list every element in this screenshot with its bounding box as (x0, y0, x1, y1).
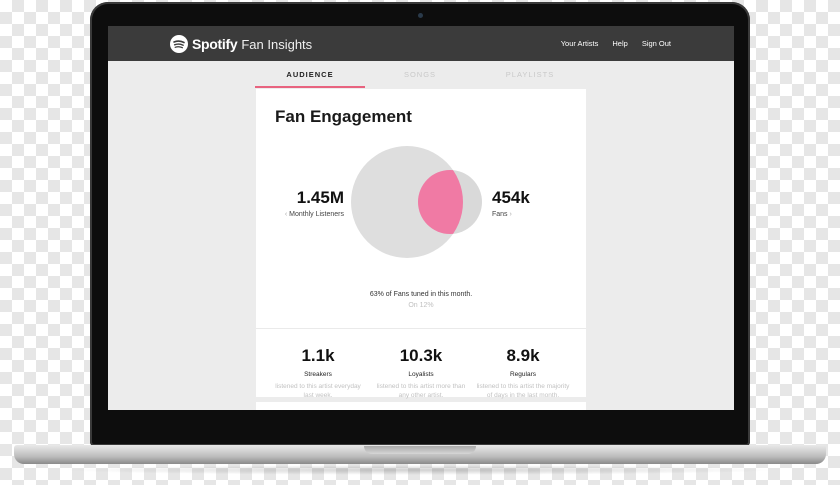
laptop-shadow (60, 465, 780, 475)
camera-icon (418, 13, 423, 18)
laptop-notch (364, 446, 476, 454)
chevron-right-icon: › (507, 211, 512, 218)
tab-audience[interactable]: AUDIENCE (255, 61, 365, 88)
divider (256, 328, 586, 329)
tab-songs[interactable]: SONGS (403, 70, 437, 79)
stat-description: listened to this artist more than any ot… (376, 383, 466, 399)
brand[interactable]: Spotify Fan Insights (170, 35, 312, 53)
stat-label: Streakers (304, 371, 332, 378)
stat-label: Regulars (509, 371, 536, 378)
top-nav: Your Artists Help Sign Out (561, 39, 671, 48)
fans-value: 454k (492, 188, 530, 207)
fans-metric[interactable]: 454k Fans › (492, 188, 562, 218)
monthly-listeners-value: 1.45M (296, 188, 344, 207)
nav-your-artists[interactable]: Your Artists (560, 39, 599, 48)
top-bar: Spotify Fan Insights Your Artists Help S… (108, 26, 734, 61)
stat-label: Loyalists (408, 371, 434, 378)
spotify-logo-icon (170, 35, 188, 53)
monthly-listeners-row: ‹ Monthly Listeners (276, 211, 344, 218)
monthly-listeners-metric[interactable]: 1.45M ‹ Monthly Listeners (276, 188, 344, 218)
chevron-left-icon: ‹ (284, 211, 290, 218)
brand-word: Spotify (192, 36, 238, 52)
nav-sign-out[interactable]: Sign Out (641, 39, 671, 48)
stat-value: 8.9k (506, 346, 540, 365)
section-tabs: AUDIENCE SONGS PLAYLISTS (255, 61, 585, 88)
app-screen: Spotify Fan Insights Your Artists Help S… (108, 26, 734, 410)
stat-description: listened to this artist everyday last we… (275, 383, 361, 399)
stat-loyalists: 10.3k Loyalists listened to this artist … (373, 346, 469, 400)
monthly-listeners-label: Monthly Listeners (289, 211, 344, 218)
stat-regulars: 8.9k Regulars listened to this artist th… (475, 346, 571, 400)
laptop-base (14, 445, 826, 464)
stat-value: 1.1k (301, 346, 335, 365)
card-title: Fan Engagement (275, 107, 412, 126)
engagement-caption-sub: On 12% (408, 302, 434, 309)
tab-playlists[interactable]: PLAYLISTS (505, 70, 555, 79)
stat-streakers: 1.1k Streakers listened to this artist e… (270, 346, 366, 400)
fans-row: Fans › (492, 211, 562, 218)
fans-circle (418, 170, 482, 234)
fan-engagement-card: Fan Engagement 1.45M ‹ Monthly Listeners… (256, 89, 586, 400)
stat-value: 10.3k (399, 346, 443, 365)
next-card (256, 402, 586, 410)
stat-description: listened to this artist the majority of … (476, 383, 570, 399)
engagement-caption: 63% of Fans tuned in this month. (369, 291, 473, 298)
product-name: Fan Insights (241, 36, 313, 52)
nav-help[interactable]: Help (612, 39, 628, 48)
overlap-segment (418, 170, 463, 234)
fans-label: Fans (492, 211, 508, 218)
